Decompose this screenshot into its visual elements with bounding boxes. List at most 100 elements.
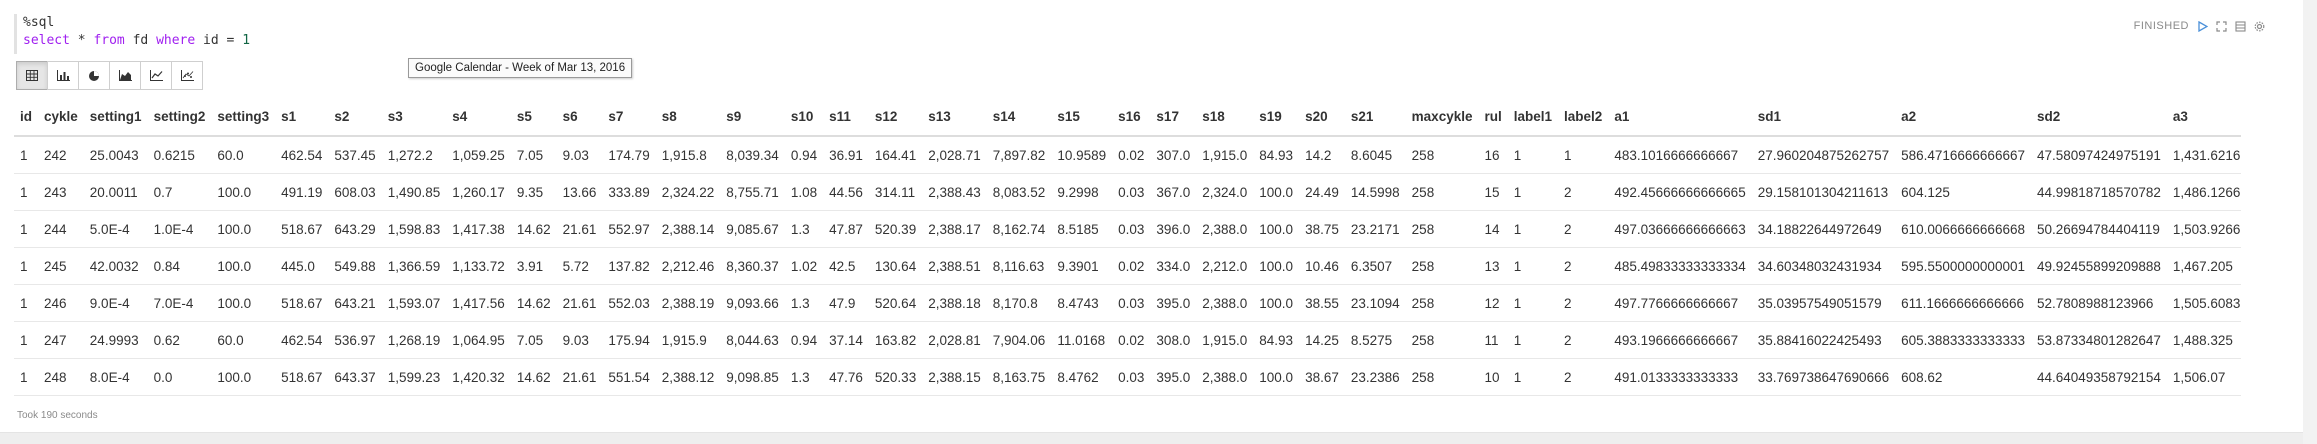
column-header[interactable]: id bbox=[14, 97, 38, 137]
table-cell: 84.93 bbox=[1253, 321, 1300, 359]
table-cell: 11.0168 bbox=[1051, 321, 1113, 359]
table-cell: 1,490.85 bbox=[381, 173, 447, 211]
table-icon[interactable] bbox=[2235, 20, 2246, 32]
pie-chart-button[interactable] bbox=[78, 61, 110, 90]
table-cell: 60.0 bbox=[211, 135, 276, 174]
table-cell: 7.05 bbox=[510, 321, 557, 359]
table-cell: 258 bbox=[1405, 284, 1479, 322]
table-cell: 8.4888 bbox=[1051, 395, 1113, 401]
table-cell: 1,488.325 bbox=[2166, 321, 2241, 359]
column-header[interactable]: s14 bbox=[986, 97, 1052, 137]
column-header[interactable]: s12 bbox=[868, 97, 923, 137]
table-cell: 497.03666666666663 bbox=[1608, 210, 1752, 248]
column-header[interactable]: s7 bbox=[602, 97, 656, 137]
table-cell: 1 bbox=[1558, 135, 1609, 174]
table-cell: 1 bbox=[14, 284, 38, 322]
editor-line-2: select * from fd where id = 1 bbox=[23, 33, 251, 48]
column-header[interactable]: s9 bbox=[720, 97, 785, 137]
column-header[interactable]: s10 bbox=[784, 97, 824, 137]
table-cell: 0.03 bbox=[1112, 210, 1151, 248]
column-header[interactable]: s1 bbox=[275, 97, 329, 137]
column-header[interactable]: s3 bbox=[381, 97, 447, 137]
column-header[interactable]: setting3 bbox=[211, 97, 276, 137]
column-header[interactable]: s11 bbox=[823, 97, 869, 137]
column-header[interactable]: sd1 bbox=[1751, 97, 1896, 137]
column-header[interactable]: s6 bbox=[556, 97, 603, 137]
table-cell: 551.98 bbox=[602, 395, 656, 401]
table-cell: 497.7766666666667 bbox=[1608, 284, 1752, 322]
table-cell: 608.03 bbox=[328, 173, 382, 211]
column-header[interactable]: s8 bbox=[655, 97, 721, 137]
table-cell: 1,417.56 bbox=[446, 284, 511, 322]
column-header[interactable]: cykle bbox=[38, 97, 84, 137]
table-cell: 10 bbox=[1478, 358, 1508, 396]
table-cell: 7,897.82 bbox=[986, 135, 1052, 174]
column-header[interactable]: a1 bbox=[1608, 97, 1752, 137]
column-header[interactable]: rul bbox=[1478, 97, 1508, 137]
expand-icon[interactable] bbox=[2216, 20, 2227, 32]
table-cell: 396.0 bbox=[1150, 210, 1197, 248]
table-view-button[interactable] bbox=[16, 61, 48, 90]
area-chart-button[interactable] bbox=[109, 61, 141, 90]
table-cell: 246 bbox=[38, 284, 84, 322]
column-header[interactable]: setting2 bbox=[147, 97, 212, 137]
table-cell: 5.72 bbox=[556, 247, 603, 285]
table-cell: 0.62 bbox=[147, 321, 212, 359]
table-cell: 6.3507 bbox=[1344, 247, 1406, 285]
play-icon[interactable] bbox=[2197, 20, 2208, 32]
table-cell: 1 bbox=[1507, 284, 1559, 322]
column-header[interactable]: a2 bbox=[1895, 97, 2031, 137]
column-header[interactable]: s16 bbox=[1112, 97, 1151, 137]
column-header[interactable]: s21 bbox=[1344, 97, 1406, 137]
scatter-chart-button[interactable] bbox=[171, 61, 203, 90]
table-cell: 14.62 bbox=[510, 210, 557, 248]
column-header[interactable]: maxcykle bbox=[1405, 97, 1479, 137]
column-header[interactable]: label2 bbox=[1558, 97, 1609, 137]
area-chart-icon bbox=[118, 70, 132, 81]
column-header[interactable]: s18 bbox=[1196, 97, 1254, 137]
table-row: 1 248 8.0E-4 0.0 100.0 518.67 643.37 1,599.23 1,… bbox=[14, 358, 2241, 396]
page-scrollbar[interactable] bbox=[2303, 0, 2317, 444]
editor-line-1: %sql bbox=[23, 15, 55, 30]
table-cell: 100.0 bbox=[1253, 210, 1300, 248]
table-cell: 27.960204875262757 bbox=[1751, 135, 1896, 174]
table-cell: 14.62 bbox=[510, 358, 557, 396]
column-header[interactable]: label1 bbox=[1507, 97, 1559, 137]
table-cell: 518.67 bbox=[275, 358, 329, 396]
table-cell: 38.75 bbox=[1299, 210, 1345, 248]
table-cell: 2 bbox=[1558, 210, 1609, 248]
table-cell: 21.61 bbox=[556, 395, 603, 401]
table-cell: 0.6215 bbox=[147, 135, 212, 174]
column-header[interactable]: s4 bbox=[446, 97, 511, 137]
column-header[interactable]: a3 bbox=[2166, 97, 2241, 137]
table-cell: 53.87334801282647 bbox=[2030, 321, 2167, 359]
table-cell: 1 bbox=[14, 173, 38, 211]
column-header[interactable]: s13 bbox=[922, 97, 987, 137]
table-cell: 643.37 bbox=[328, 358, 382, 396]
table-cell: 520.33 bbox=[868, 358, 923, 396]
column-header[interactable]: s15 bbox=[1051, 97, 1113, 137]
table-cell: 1.08 bbox=[784, 173, 824, 211]
column-header[interactable]: s5 bbox=[510, 97, 557, 137]
column-header[interactable]: s19 bbox=[1253, 97, 1300, 137]
column-header[interactable]: s20 bbox=[1299, 97, 1345, 137]
table-cell: 1.3 bbox=[784, 284, 824, 322]
sql-editor[interactable]: %sql select * from fd where id = 1 bbox=[14, 14, 1683, 54]
table-cell: 8,083.52 bbox=[986, 173, 1052, 211]
table-cell: 20.0011 bbox=[83, 173, 148, 211]
table-cell: 247 bbox=[38, 321, 84, 359]
table-cell: 44.64049358792154 bbox=[2030, 358, 2167, 396]
column-header[interactable]: sd2 bbox=[2030, 97, 2167, 137]
table-row: 1 245 42.0032 0.84 100.0 445.0 549.88 1,366.59 1… bbox=[14, 247, 2241, 285]
column-header[interactable]: s2 bbox=[328, 97, 382, 137]
column-header[interactable]: s17 bbox=[1150, 97, 1197, 137]
table-cell: 593.0716666666666 bbox=[1895, 395, 2031, 401]
table-cell: 100.0 bbox=[1253, 284, 1300, 322]
table-cell: 608.62 bbox=[1895, 358, 2031, 396]
column-header[interactable]: setting1 bbox=[83, 97, 148, 137]
table-cell: 1,272.2 bbox=[381, 135, 447, 174]
line-chart-button[interactable] bbox=[140, 61, 172, 90]
result-table-container[interactable]: id cykle setting1 setting2 setting3 s1 s2 s3 s4 s… bbox=[14, 97, 2241, 401]
gear-icon[interactable] bbox=[2254, 21, 2265, 32]
bar-chart-button[interactable] bbox=[47, 61, 79, 90]
